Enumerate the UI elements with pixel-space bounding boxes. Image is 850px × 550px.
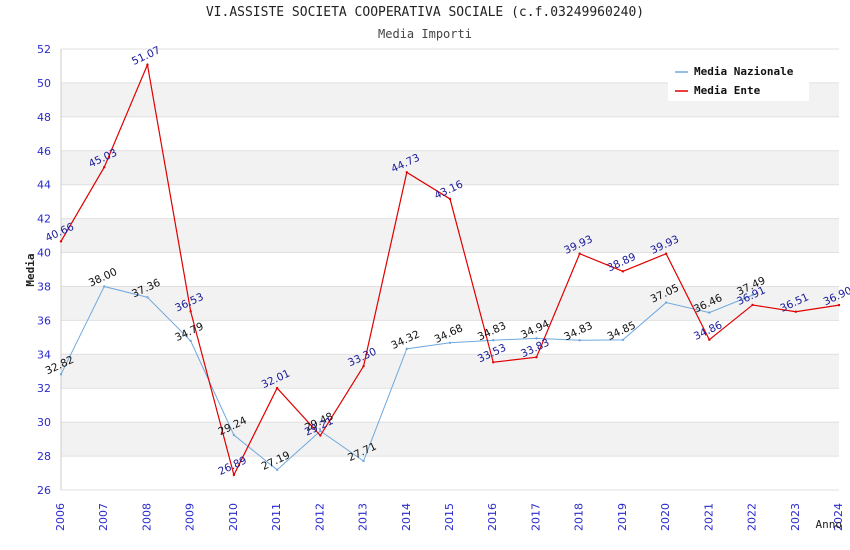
plot-band bbox=[61, 286, 839, 321]
x-tick-label: 2015 bbox=[443, 503, 456, 531]
x-tick-label: 2021 bbox=[702, 503, 715, 531]
data-point-media-nazionale bbox=[59, 373, 63, 376]
legend: Media Nazionale Media Ente bbox=[668, 60, 809, 101]
data-point-media-ente bbox=[232, 473, 236, 477]
data-point-media-nazionale bbox=[146, 296, 149, 299]
y-tick-label: 44 bbox=[37, 179, 51, 192]
x-tick-labels: 2006 2007 2008 2009 2010 2011 2012 2013 2014 2015… bbox=[54, 503, 845, 531]
x-tick-label: 2009 bbox=[184, 503, 197, 531]
y-tick-label: 36 bbox=[37, 314, 51, 327]
y-tick-label: 42 bbox=[37, 213, 51, 226]
data-point-media-nazionale bbox=[535, 337, 538, 340]
legend-label-media-nazionale: Media Nazionale bbox=[694, 65, 794, 78]
data-label-media-ente: 34.86 bbox=[692, 319, 725, 343]
data-point-media-ente bbox=[794, 310, 797, 313]
legend-label-media-ente: Media Ente bbox=[694, 84, 761, 97]
y-tick-label: 40 bbox=[37, 247, 51, 260]
data-point-media-nazionale bbox=[578, 339, 581, 342]
data-point-media-ente bbox=[492, 361, 495, 364]
data-point-media-ente bbox=[578, 252, 581, 255]
x-axis-label: Anno bbox=[816, 518, 843, 531]
legend-background bbox=[668, 60, 809, 101]
plot-band bbox=[61, 218, 839, 253]
plot-band bbox=[61, 150, 839, 185]
plot-band bbox=[61, 422, 839, 457]
y-tick-label: 38 bbox=[37, 280, 51, 293]
data-point-media-ente bbox=[189, 310, 192, 313]
data-point-media-ente bbox=[664, 252, 668, 255]
x-tick-label: 2013 bbox=[357, 503, 370, 531]
chart-subtitle: Media Importi bbox=[378, 27, 472, 41]
y-tick-label: 30 bbox=[37, 416, 51, 429]
gridlines bbox=[61, 48, 839, 491]
plot-band bbox=[61, 354, 839, 389]
x-tick-label: 2007 bbox=[97, 503, 110, 531]
x-tick-label: 2022 bbox=[746, 503, 759, 531]
data-point-media-ente bbox=[708, 338, 711, 341]
data-point-media-ente bbox=[535, 355, 538, 359]
x-tick-label: 2016 bbox=[486, 503, 499, 531]
data-point-media-ente bbox=[362, 364, 365, 368]
x-tick-label: 2008 bbox=[140, 503, 153, 531]
data-point-media-nazionale bbox=[448, 341, 452, 344]
data-point-media-nazionale bbox=[103, 285, 106, 288]
x-tick-label: 2017 bbox=[529, 503, 542, 531]
x-tick-label: 2006 bbox=[54, 503, 67, 531]
data-point-media-ente bbox=[103, 166, 106, 169]
data-point-media-nazionale bbox=[189, 339, 192, 343]
y-tick-label: 50 bbox=[37, 77, 51, 90]
plot-bands bbox=[61, 82, 839, 457]
data-point-media-nazionale bbox=[232, 433, 236, 437]
data-point-media-ente bbox=[275, 386, 279, 390]
data-point-media-nazionale bbox=[492, 339, 495, 342]
chart-title: VI.ASSISTE SOCIETA COOPERATIVA SOCIALE (… bbox=[205, 5, 645, 20]
x-tick-label: 2024 bbox=[832, 503, 845, 531]
data-label-media-nazionale: 34.79 bbox=[173, 320, 205, 344]
data-point-media-ente bbox=[146, 63, 149, 66]
data-point-media-nazionale bbox=[319, 429, 322, 433]
x-tick-label: 2011 bbox=[270, 503, 283, 531]
x-tick-label: 2020 bbox=[659, 503, 672, 531]
data-point-media-nazionale bbox=[751, 293, 754, 297]
y-tick-label: 52 bbox=[37, 43, 51, 56]
data-point-media-nazionale bbox=[708, 311, 711, 314]
y-tick-label: 46 bbox=[37, 145, 51, 158]
x-tick-label: 2018 bbox=[573, 503, 586, 531]
data-point-media-nazionale bbox=[664, 301, 668, 304]
data-point-media-ente bbox=[405, 171, 408, 174]
y-tick-label: 26 bbox=[37, 484, 51, 497]
data-point-media-ente bbox=[448, 197, 452, 201]
x-tick-label: 2010 bbox=[227, 503, 240, 531]
x-tick-label: 2019 bbox=[616, 503, 629, 531]
y-axis-label: Media bbox=[24, 253, 37, 286]
data-point-media-nazionale bbox=[362, 459, 365, 463]
data-point-media-nazionale bbox=[405, 347, 408, 351]
data-point-media-ente bbox=[319, 434, 322, 437]
data-point-media-ente bbox=[751, 303, 754, 307]
y-tick-label: 48 bbox=[37, 111, 51, 124]
data-point-media-ente bbox=[59, 240, 63, 243]
series-lines bbox=[59, 62, 841, 477]
series-line-media-ente bbox=[60, 62, 840, 477]
y-tick-label: 34 bbox=[37, 348, 51, 361]
data-point-media-ente bbox=[837, 303, 841, 307]
data-label-media-ente: 51.07 bbox=[130, 44, 162, 68]
data-point-media-nazionale bbox=[275, 468, 279, 472]
x-tick-label: 2012 bbox=[313, 503, 326, 531]
data-label-media-ente: 26.89 bbox=[216, 454, 248, 478]
data-point-media-ente bbox=[621, 270, 625, 273]
y-tick-label: 32 bbox=[37, 382, 51, 395]
data-point-media-nazionale bbox=[621, 338, 625, 342]
y-tick-labels: 26 28 30 32 34 36 38 40 42 44 46 48 50 52 bbox=[37, 43, 51, 497]
x-tick-label: 2023 bbox=[789, 503, 802, 531]
data-label-media-nazionale: 34.32 bbox=[389, 328, 421, 352]
y-tick-label: 28 bbox=[37, 450, 51, 463]
x-tick-label: 2014 bbox=[400, 503, 413, 531]
